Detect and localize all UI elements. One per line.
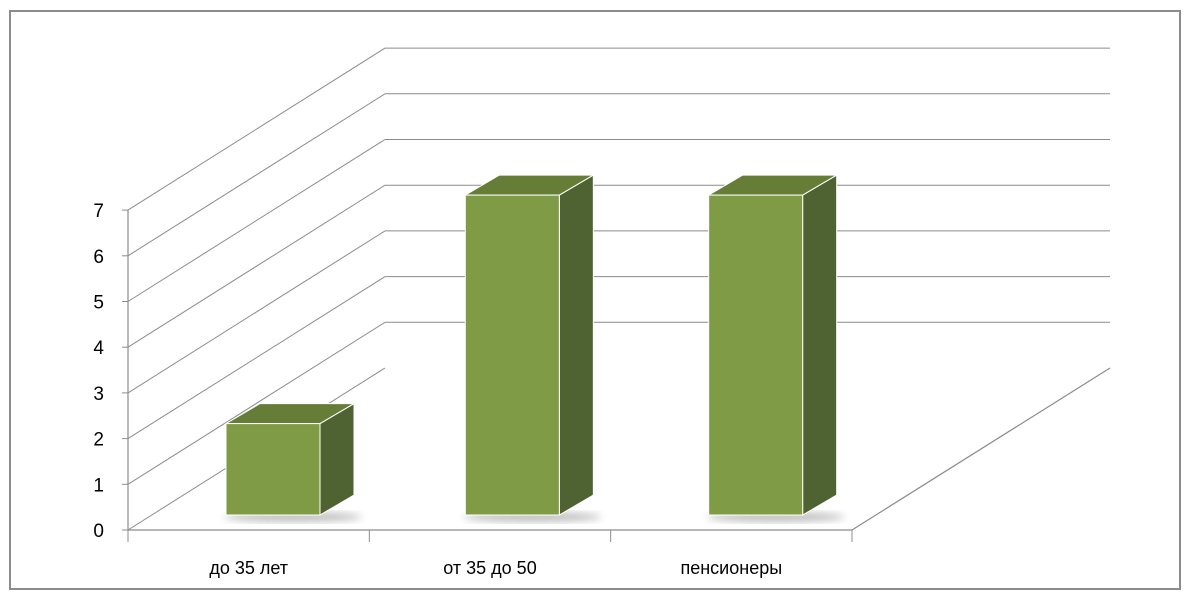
y-tick-label: 4	[93, 338, 104, 359]
y-tick-label: 3	[93, 384, 104, 405]
bar-front-face	[708, 194, 804, 516]
gridline-diagonal	[127, 230, 386, 394]
bar	[706, 174, 845, 522]
gridline-diagonal	[127, 139, 386, 302]
bars	[224, 174, 845, 522]
bar-front-face	[464, 194, 560, 516]
x-category-label: до 35 лет	[209, 558, 288, 578]
gridline-diagonal	[127, 184, 386, 348]
gridline-diagonal	[127, 47, 386, 211]
bar	[463, 174, 602, 522]
chart-frame	[9, 10, 1181, 590]
y-tick-label: 0	[93, 521, 104, 542]
y-axis-tick-labels: 0 1 2 3 4 5 6 7	[93, 201, 104, 542]
gridline-diagonal	[127, 93, 386, 257]
x-category-label: от 35 до 50	[443, 558, 536, 578]
bar-side-face	[558, 174, 594, 516]
x-category-label: пенсионеры	[680, 558, 782, 578]
gridline-diagonal	[127, 321, 386, 485]
y-tick-label: 2	[93, 430, 104, 451]
floor-right-edge	[851, 367, 1111, 531]
bar-side-face	[802, 174, 838, 516]
x-axis-category-labels: до 35 лет от 35 до 50 пенсионеры	[209, 558, 782, 578]
gridline-diagonal	[127, 276, 386, 440]
y-tick-label: 1	[93, 475, 104, 496]
y-tick-label: 6	[93, 247, 104, 268]
y-tick-label: 5	[93, 293, 104, 314]
bar	[224, 402, 362, 522]
y-tick-label: 7	[93, 201, 104, 222]
axes	[122, 209, 1111, 542]
bar-front-face	[225, 423, 321, 516]
